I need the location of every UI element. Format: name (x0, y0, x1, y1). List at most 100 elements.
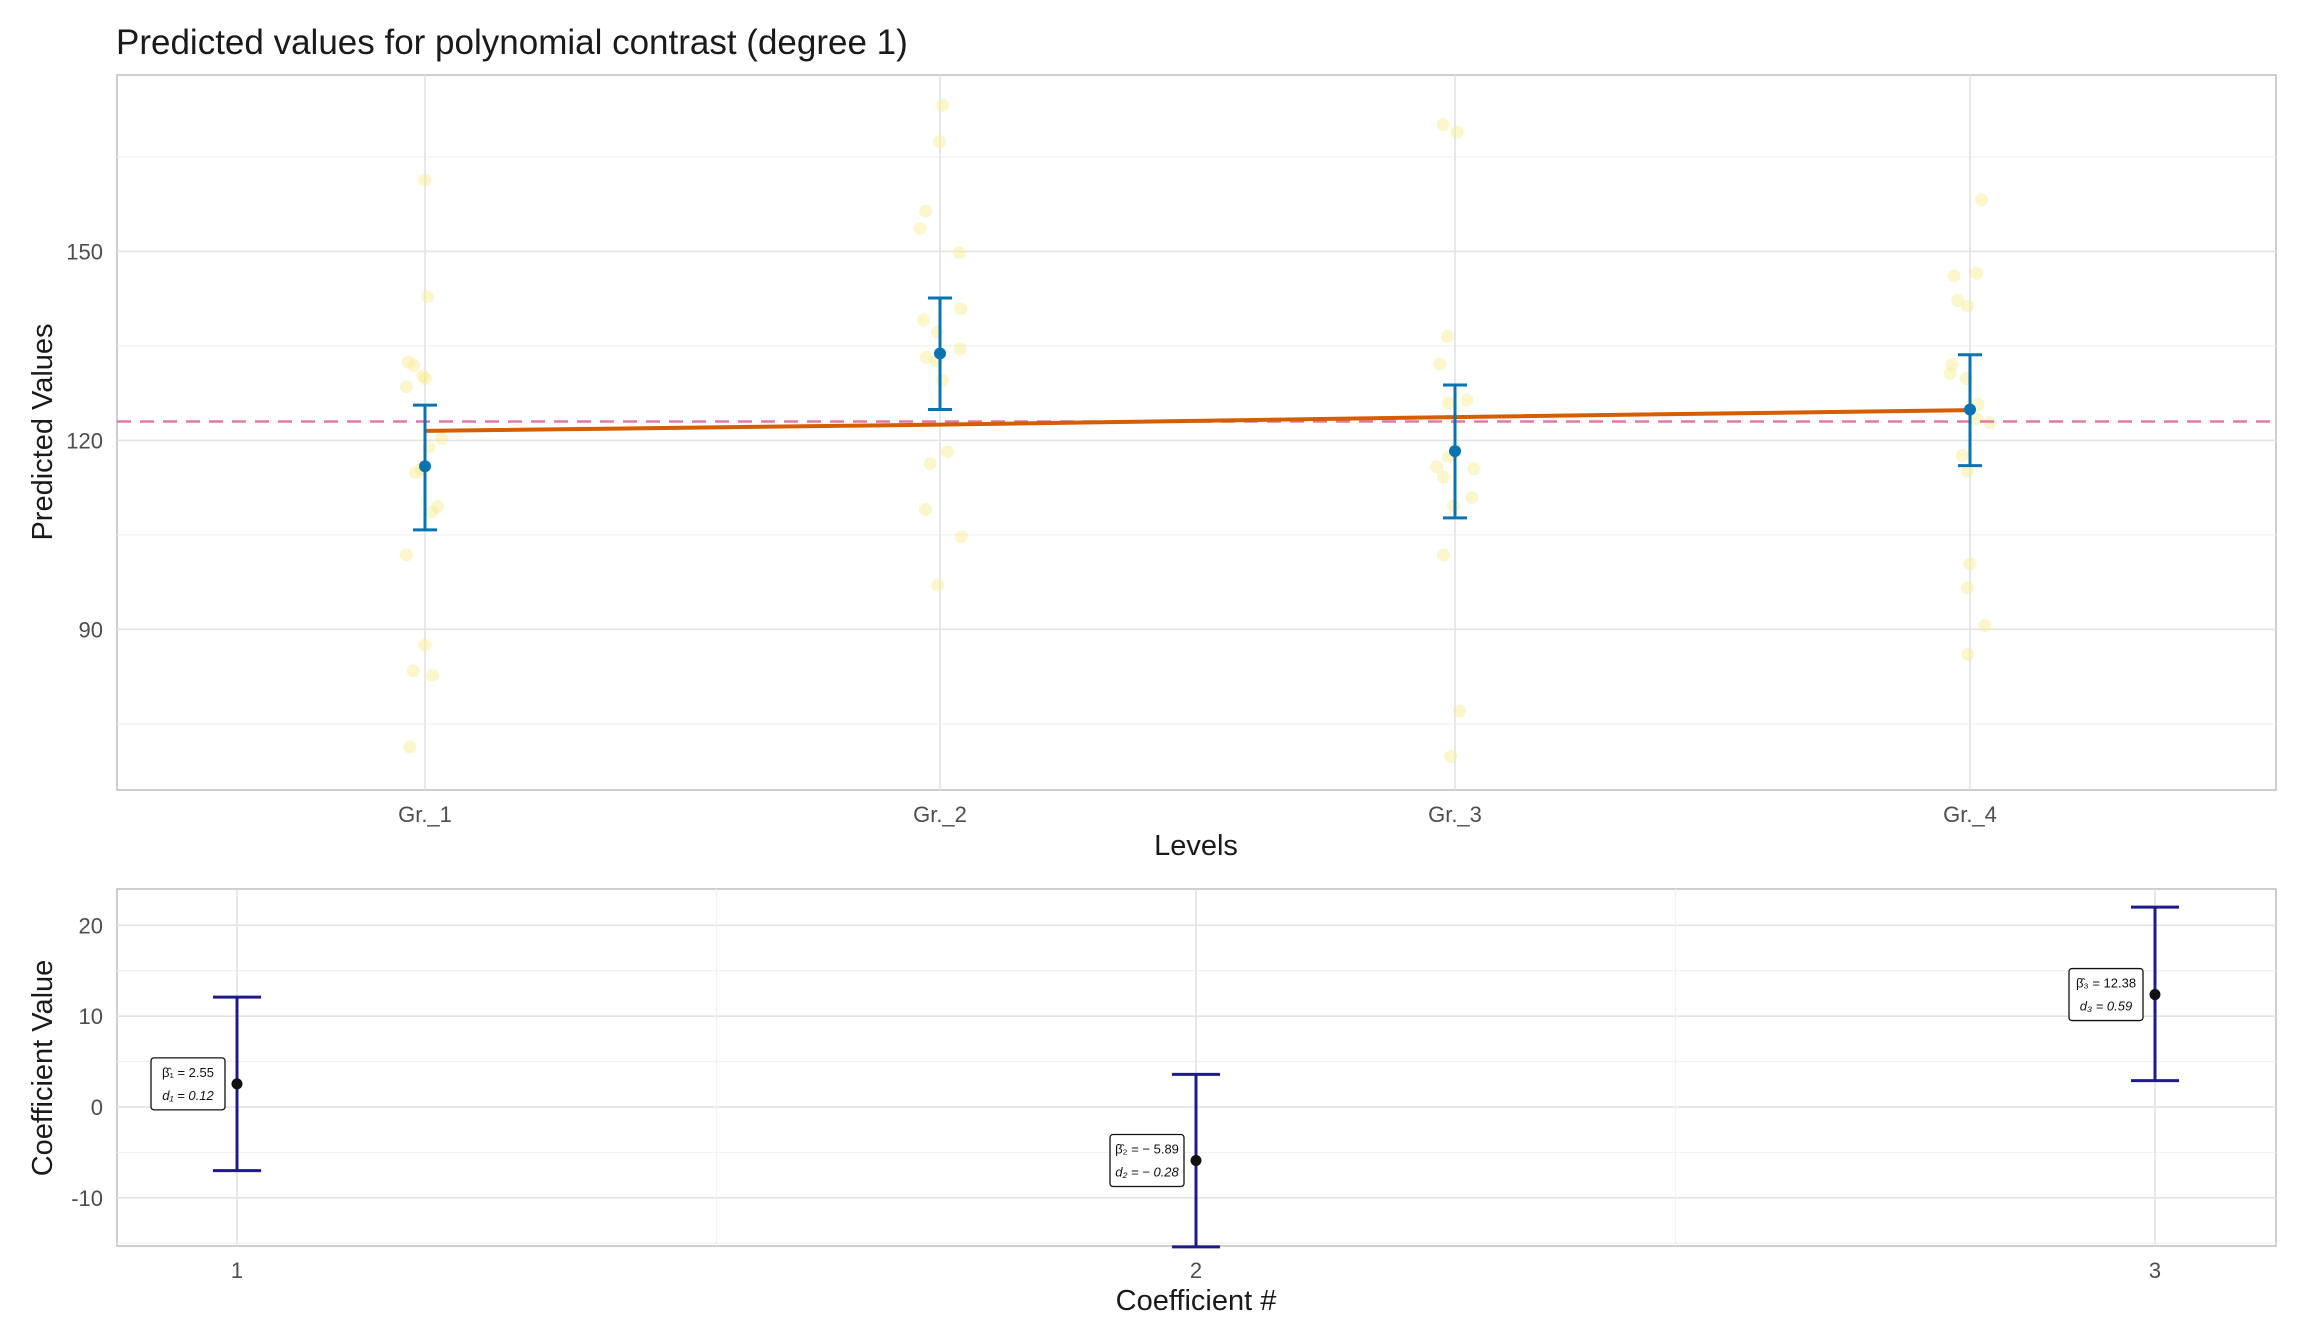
raw-point (416, 369, 430, 383)
raw-point (1963, 557, 1977, 571)
top-x-tick-labels: Gr._1 Gr._2 Gr._3 Gr._4 (398, 802, 1997, 827)
raw-point (1436, 118, 1450, 132)
raw-point (409, 466, 423, 480)
top-x-tick-label: Gr._4 (1943, 802, 1997, 827)
raw-point (1951, 294, 1965, 308)
raw-point (1430, 460, 1444, 474)
bottom-y-tick-label: 10 (79, 1004, 103, 1029)
raw-point (418, 173, 432, 187)
mean-point (934, 347, 946, 360)
top-y-tick-label: 120 (66, 428, 103, 453)
coefficient-beta-label: β̂₃ = 12.38 (2076, 976, 2136, 991)
raw-point (426, 668, 440, 682)
raw-point (954, 530, 968, 544)
raw-point (1441, 329, 1455, 343)
raw-point (407, 358, 421, 372)
bottom-y-tick-label: 0 (91, 1095, 103, 1120)
raw-point (418, 372, 432, 386)
raw-point (1467, 462, 1481, 476)
raw-point (1969, 412, 1983, 426)
bottom-x-tick-labels: 1 2 3 (231, 1258, 2161, 1283)
top-gridlines (117, 75, 2276, 790)
coefficient-label-box (2068, 967, 2144, 1022)
raw-point (1947, 269, 1961, 283)
top-y-axis-title: Predicted Values (27, 323, 59, 540)
bottom-coefficients: β̂₁ = 2.55 d₁ = 0.12 β̂₂ = − 5.89 d₂ = − 0.… (150, 905, 2179, 1249)
top-lines (117, 408, 2276, 433)
predicted-values-panel: Predicted values for polynomial contrast… (27, 23, 2277, 862)
trend-line (424, 408, 1971, 433)
coefficient-point (2149, 989, 2161, 1001)
raw-point (1983, 416, 1997, 430)
plot-title: Predicted values for polynomial contrast… (116, 23, 908, 62)
raw-point (401, 355, 415, 369)
top-means-errorbars (413, 296, 1982, 532)
raw-point (919, 204, 933, 218)
raw-point (1978, 619, 1992, 633)
mean-point (1449, 445, 1461, 458)
raw-point (913, 222, 927, 236)
raw-point (923, 457, 937, 471)
coefficient-point (1190, 1155, 1202, 1167)
coefficient-panel: β̂₁ = 2.55 d₁ = 0.12 β̂₂ = − 5.89 d₂ = − 0.… (27, 888, 2277, 1317)
mean-point (419, 460, 431, 473)
raw-point (418, 638, 432, 652)
raw-point (406, 664, 420, 678)
raw-point (952, 246, 966, 260)
raw-point (1441, 396, 1455, 410)
raw-point (425, 505, 439, 519)
raw-point (1436, 548, 1450, 562)
raw-point (1970, 266, 1984, 280)
raw-point (421, 290, 435, 304)
bottom-x-tick-label: 1 (231, 1258, 243, 1283)
top-panel-border (116, 74, 2277, 791)
raw-point (399, 548, 413, 562)
raw-point (435, 431, 449, 445)
top-x-tick-label: Gr._2 (913, 802, 967, 827)
mean-point (1964, 403, 1976, 416)
bottom-x-axis-title: Coefficient # (1116, 1285, 1277, 1317)
raw-point (403, 740, 417, 754)
coefficient-label-box (1109, 1133, 1185, 1188)
coefficient-point (231, 1078, 243, 1090)
raw-point (1465, 491, 1479, 505)
raw-point (1961, 299, 1975, 313)
raw-point (1450, 125, 1464, 139)
top-x-tick-label: Gr._1 (398, 802, 452, 827)
coefficient-d-label: d₂ = − 0.28 (1115, 1165, 1179, 1180)
raw-point (1444, 750, 1458, 764)
top-y-tick-label: 90 (79, 617, 103, 642)
raw-point (1961, 648, 1975, 662)
raw-point (1955, 448, 1969, 462)
coefficient-d-label: d₁ = 0.12 (162, 1088, 214, 1103)
bottom-x-tick-label: 3 (2149, 1258, 2161, 1283)
raw-point (954, 302, 968, 316)
raw-point (399, 380, 413, 394)
raw-point (919, 350, 933, 364)
raw-point (1960, 581, 1974, 595)
raw-point (932, 135, 946, 149)
top-raw-points (399, 98, 1997, 764)
raw-point (1453, 704, 1467, 718)
raw-point (1974, 193, 1988, 207)
bottom-y-tick-label: -10 (71, 1186, 103, 1211)
raw-point (953, 342, 967, 356)
raw-point (941, 445, 955, 459)
raw-point (1437, 470, 1451, 484)
raw-point (1943, 367, 1957, 381)
raw-point (931, 578, 945, 592)
bottom-y-tick-labels: -10 0 10 20 (71, 913, 103, 1211)
raw-point (1960, 464, 1974, 478)
top-y-tick-label: 150 (66, 239, 103, 264)
raw-point (1460, 393, 1474, 407)
coefficient-beta-label: β̂₁ = 2.55 (162, 1065, 214, 1080)
top-y-tick-labels: 90 120 150 (66, 239, 103, 642)
raw-point (1945, 358, 1959, 372)
coefficient-beta-label: β̂₂ = − 5.89 (1115, 1142, 1179, 1157)
bottom-x-tick-label: 2 (1190, 1258, 1202, 1283)
coefficient-label-box (150, 1057, 226, 1111)
top-x-tick-label: Gr._3 (1428, 802, 1482, 827)
raw-point (1433, 357, 1447, 371)
raw-point (916, 313, 930, 327)
